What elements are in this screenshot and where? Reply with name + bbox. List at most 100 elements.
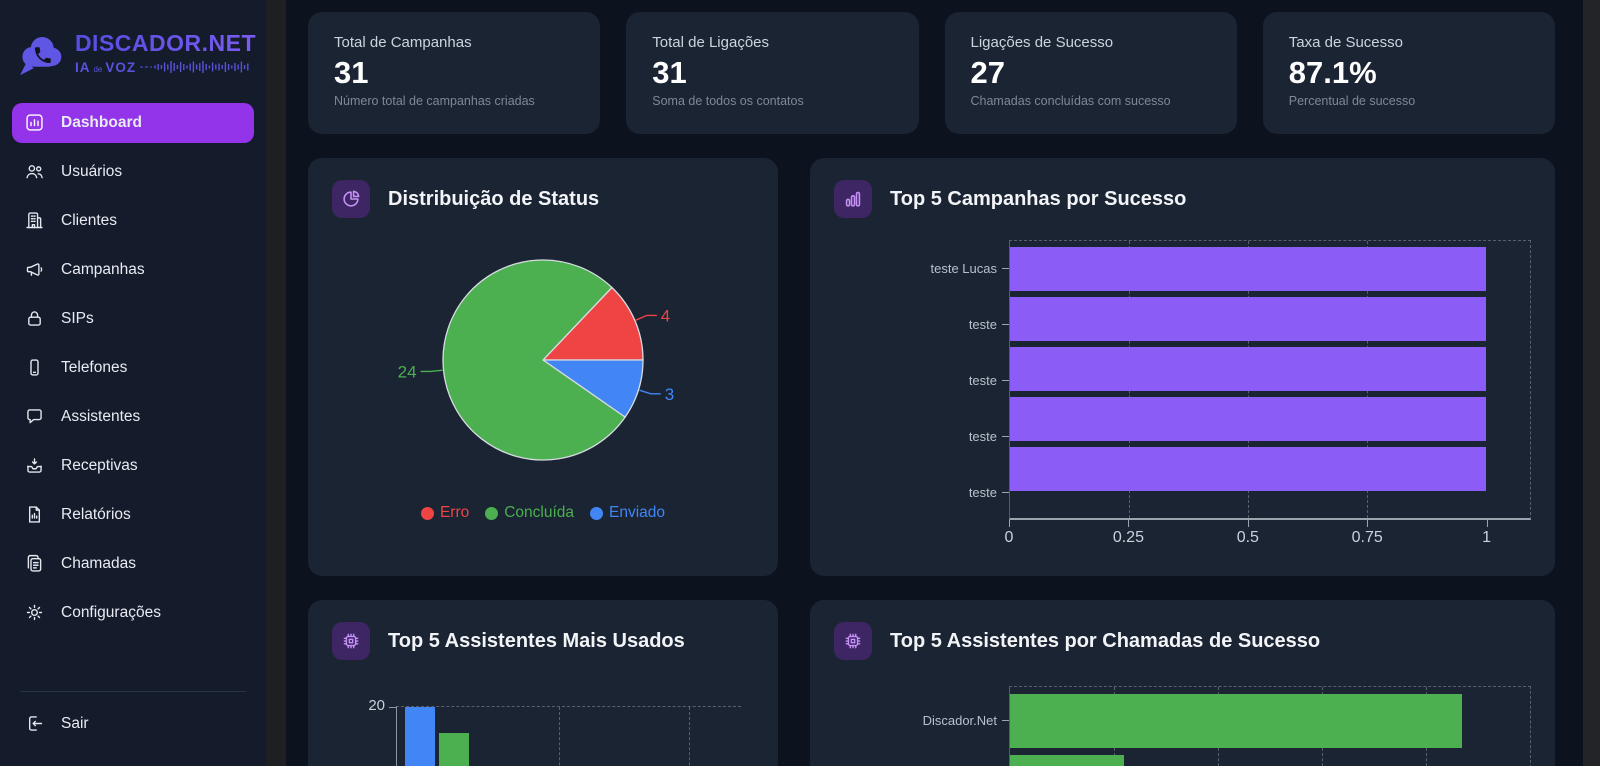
bar-category-label: Discador.Net xyxy=(922,712,997,728)
pie-chart-icon xyxy=(332,180,370,218)
bar xyxy=(1010,297,1486,341)
sidebar-item-label: Usuários xyxy=(61,162,123,180)
stat-card-ligacoes-sucesso: Ligações de Sucesso 27 Chamadas concluíd… xyxy=(944,12,1237,134)
bar-chart-icon xyxy=(834,180,872,218)
sidebar-item-label: Assistentes xyxy=(61,407,141,425)
top5-assistentes-usados-chart: 20 xyxy=(368,697,754,766)
clipboard-icon xyxy=(27,554,42,572)
bar-category-labels: Discador.Net xyxy=(834,686,1009,766)
legend-label: Erro xyxy=(439,504,470,521)
bar-category-row: teste xyxy=(834,464,1009,520)
chip-icon xyxy=(834,622,872,660)
pie-slice-erro xyxy=(541,286,644,361)
bar-plot-area xyxy=(1009,240,1531,520)
sidebar-scrollbar[interactable] xyxy=(266,0,286,766)
sidebar-item-configuracoes[interactable]: Configurações xyxy=(12,593,254,633)
bar xyxy=(1010,347,1486,391)
charts-row-1: Distribuição de Status 4 3 24 Erro Concluíd… xyxy=(308,158,1555,576)
dashboard-icon xyxy=(26,114,43,131)
waveform-icon xyxy=(140,61,249,73)
top5-assistentes-sucesso-card: Top 5 Assistentes por Chamadas de Sucess… xyxy=(810,600,1555,766)
logout-icon xyxy=(28,716,43,731)
users-icon xyxy=(26,165,43,179)
x-axis-tick xyxy=(1247,520,1249,527)
x-axis-tick xyxy=(1486,520,1488,527)
sidebar-item-sips[interactable]: SIPs xyxy=(12,299,254,339)
sidebar-item-label: SIPs xyxy=(61,309,94,327)
main-content: Total de Campanhas 31 Número total de ca… xyxy=(286,0,1583,766)
x-axis-tick xyxy=(1009,520,1010,527)
bar-category-label: teste xyxy=(968,316,997,332)
bar-category-labels: teste Lucas teste teste teste teste xyxy=(834,240,1009,552)
sidebar-footer: Sair xyxy=(0,681,266,749)
top5-campanhas-card: Top 5 Campanhas por Sucesso teste Lucas t… xyxy=(810,158,1555,576)
bar-category-row: Discador.Net xyxy=(834,686,1009,754)
sidebar-item-chamadas[interactable]: Chamadas xyxy=(12,544,254,584)
legend-label: Enviado xyxy=(609,504,666,521)
y-axis-tick-label: 20 xyxy=(368,697,385,714)
sidebar-item-usuarios[interactable]: Usuários xyxy=(12,152,254,192)
bar-category-label: teste Lucas xyxy=(930,260,998,276)
gear-icon xyxy=(26,604,43,621)
logo-title: DISCADOR.NET xyxy=(74,30,256,56)
sidebar-item-sair[interactable]: Sair xyxy=(12,704,254,744)
x-axis-tick xyxy=(1367,520,1369,527)
bar xyxy=(1010,397,1486,441)
sidebar-item-assistentes[interactable]: Assistentes xyxy=(12,397,254,437)
legend-item: Enviado xyxy=(590,504,665,522)
legend-dot xyxy=(485,506,499,520)
inbox-icon xyxy=(27,458,42,473)
sidebar-item-receptivas[interactable]: Receptivas xyxy=(12,446,254,486)
bar-category-row: teste xyxy=(834,352,1009,408)
sidebar-divider xyxy=(20,690,246,692)
megaphone-icon xyxy=(26,263,43,276)
bar xyxy=(1010,694,1463,748)
stats-row: Total de Campanhas 31 Número total de ca… xyxy=(308,12,1555,134)
sidebar-item-telefones[interactable]: Telefones xyxy=(12,348,254,388)
bar-category-row: teste Lucas xyxy=(834,240,1009,296)
bar xyxy=(405,707,435,766)
logout-label: Sair xyxy=(61,714,89,732)
bar-category-row: teste xyxy=(834,296,1009,352)
app-logo: DISCADOR.NET IA de VOZ xyxy=(0,14,266,98)
top5-campanhas-chart: teste Lucas teste teste teste teste 0 0.25 0.5 0… xyxy=(834,240,1531,552)
stat-description: Número total de campanhas criadas xyxy=(334,94,535,108)
sidebar-item-relatorios[interactable]: Relatórios xyxy=(12,495,254,535)
building-icon xyxy=(26,212,43,229)
bar-category-row xyxy=(834,754,1009,766)
charts-row-2: Top 5 Assistentes Mais Usados 20 Top 5 A… xyxy=(308,600,1555,766)
legend-item: Erro xyxy=(420,504,470,522)
sidebar-item-campanhas[interactable]: Campanhas xyxy=(12,250,254,290)
stat-description: Soma de todos os contatos xyxy=(652,94,804,108)
bar-category-label: teste xyxy=(968,372,997,388)
stat-value: 31 xyxy=(652,55,687,90)
stat-description: Chamadas concluídas com sucesso xyxy=(970,94,1171,108)
top5-assistentes-sucesso-chart: Discador.Net xyxy=(834,686,1531,766)
logo-subtitle: IA de VOZ xyxy=(75,58,256,76)
status-pie-chart: 4 3 24 xyxy=(398,259,674,461)
page-scrollbar[interactable] xyxy=(1583,0,1600,766)
chip-icon xyxy=(332,622,370,660)
stat-card-taxa-sucesso: Taxa de Sucesso 87.1% Percentual de suce… xyxy=(1262,12,1555,134)
sidebar-item-label: Receptivas xyxy=(61,456,138,474)
y-axis-tick xyxy=(389,707,397,708)
x-axis-tick-label: 1 xyxy=(1482,529,1492,546)
stat-value: 31 xyxy=(334,55,369,90)
smartphone-icon xyxy=(30,359,39,376)
pie-legend: Erro Concluída Enviado xyxy=(332,504,754,522)
card-title: Top 5 Assistentes por Chamadas de Sucess… xyxy=(890,629,1321,652)
pie-slice-concluída xyxy=(442,259,627,461)
x-axis-tick xyxy=(1128,520,1130,527)
sidebar-item-label: Clientes xyxy=(61,211,117,229)
legend-label: Concluída xyxy=(504,504,575,521)
bar-plot-area xyxy=(1009,686,1531,766)
stat-label: Taxa de Sucesso xyxy=(1288,34,1403,51)
stat-card-total-campanhas: Total de Campanhas 31 Número total de ca… xyxy=(308,12,601,134)
stat-label: Ligações de Sucesso xyxy=(970,34,1114,51)
legend-dot xyxy=(420,506,434,520)
bar xyxy=(439,733,469,766)
sidebar-item-clientes[interactable]: Clientes xyxy=(12,201,254,241)
sidebar-item-dashboard[interactable]: Dashboard xyxy=(12,102,254,143)
card-title: Top 5 Campanhas por Sucesso xyxy=(890,187,1187,210)
x-axis-tick-label: 0.5 xyxy=(1236,529,1259,546)
